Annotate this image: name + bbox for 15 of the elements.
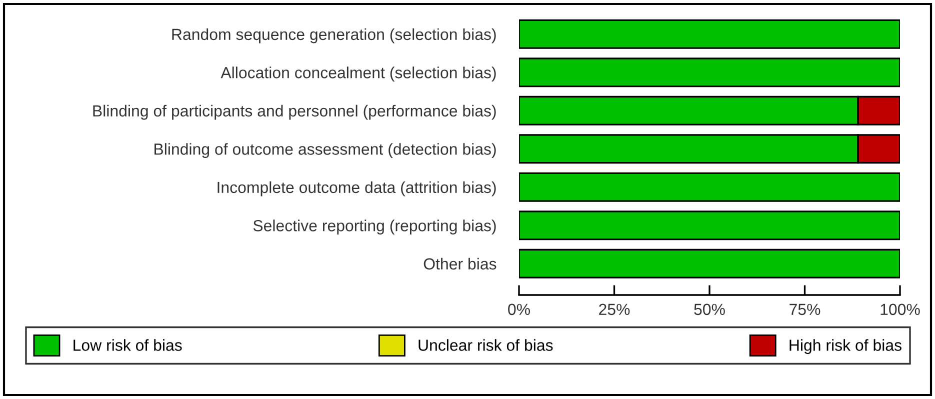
y-tick-label: Selective reporting (reporting bias)	[253, 220, 496, 234]
y-tick-label: Other bias	[424, 258, 496, 270]
y-tick-label: Blinding of outcome assessment (detection bias)	[154, 143, 496, 158]
x-tick-label: 50%	[694, 304, 725, 316]
legend-label: High risk of bias	[790, 339, 902, 354]
x-tick-label: 75%	[790, 304, 820, 316]
legend-label: Low risk of bias	[74, 339, 182, 351]
legend-label: Unclear risk of bias	[418, 339, 553, 351]
x-tick-label: 25%	[599, 304, 630, 316]
y-tick-label: Random sequence generation (selection bias)	[172, 28, 496, 44]
y-tick-label: Allocation concealment (selection bias)	[220, 66, 496, 82]
x-tick-label: 0%	[508, 304, 530, 316]
y-tick-label: Blinding of participants and personnel (performance bias)	[93, 104, 496, 120]
y-tick-label: Incomplete outcome data (attrition bias)	[218, 181, 496, 196]
x-tick-label: 100%	[880, 304, 920, 316]
